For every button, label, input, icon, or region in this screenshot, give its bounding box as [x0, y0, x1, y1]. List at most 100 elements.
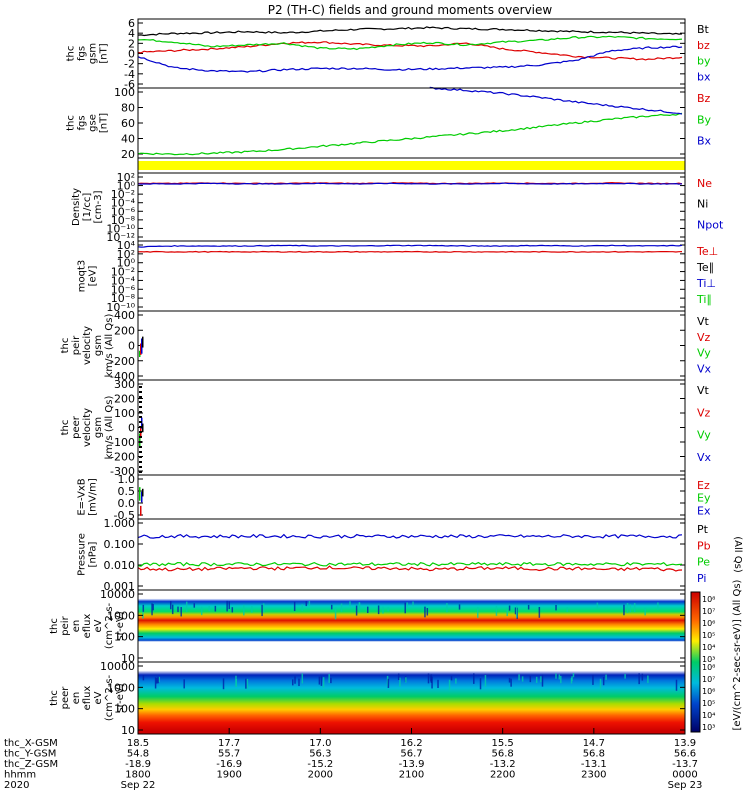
footer-value: 2300 — [581, 770, 606, 781]
y-axis-label: fgs — [77, 46, 88, 61]
legend-item: Vx — [697, 362, 712, 375]
footer-value: 14.7 — [583, 738, 605, 749]
panel-9: 10000 1000 100 10 thc peir en eflux eV (cm^2-s-sr… — [49, 588, 686, 665]
y-tick-label: 10⁻¹⁰ — [106, 301, 135, 314]
y-tick-label: 0.0 — [118, 497, 136, 510]
velocity-mark — [139, 411, 142, 413]
footer-value: -13.9 — [399, 759, 425, 770]
y-axis-label: [mV/m] — [88, 478, 99, 516]
panel-frame — [137, 87, 686, 159]
spectrogram-texture — [262, 603, 265, 613]
y-tick-label: 0.001 — [104, 580, 136, 593]
footer-value: 16.2 — [400, 738, 422, 749]
y-tick-label: 200 — [114, 393, 135, 406]
spectrogram-texture — [142, 607, 144, 619]
y-tick-label: 10⁻⁴ — [111, 197, 136, 210]
spectrogram-texture — [235, 679, 237, 687]
y-tick-label: 10² — [117, 171, 135, 184]
spectrogram-texture — [506, 607, 508, 617]
spectrogram-texture — [330, 677, 332, 684]
footer-row-label: hhmm — [4, 770, 36, 781]
spectrogram-texture — [647, 675, 649, 684]
spectrogram-texture — [214, 605, 217, 612]
velocity-mark — [139, 471, 142, 473]
y-axis-label: E=-VxB — [77, 478, 88, 515]
spectrogram-texture — [560, 675, 562, 684]
footer-row-label: thc_X-GSM — [4, 738, 58, 749]
spectrogram-texture — [298, 678, 300, 687]
y-tick-label: -100 — [110, 436, 135, 449]
spectrogram-texture — [387, 606, 389, 612]
series-bz — [137, 41, 683, 61]
velocity-mark — [139, 466, 142, 468]
series-Pb — [137, 565, 683, 572]
spectrogram-texture — [515, 605, 518, 618]
colorbar-tick: 10⁸ — [702, 663, 715, 672]
footer-row-label: thc_Z-GSM — [4, 759, 58, 770]
y-axis-label: eV — [93, 619, 104, 632]
velocity-mark — [139, 436, 142, 438]
spectrogram — [138, 662, 685, 734]
legend-item: Ti∥ — [696, 293, 712, 306]
spectrogram-texture — [602, 676, 605, 686]
spectrogram-texture — [349, 601, 351, 607]
velocity-mark — [139, 396, 142, 398]
y-axis-label: [1/cc] — [82, 193, 93, 222]
spectrogram-texture — [301, 673, 304, 684]
spectrogram-texture — [599, 678, 602, 689]
footer-value: -13.2 — [490, 759, 516, 770]
footer-value: 15.5 — [492, 738, 514, 749]
spectrogram-texture — [328, 674, 330, 683]
spectrogram-texture — [183, 679, 185, 689]
y-axis-label: eflux — [82, 614, 93, 639]
legend-extra: (All Qs) — [732, 536, 743, 573]
spectrogram-texture — [245, 678, 247, 689]
colorbar-scale — [690, 591, 701, 733]
legend-item: Ex — [697, 504, 711, 517]
panel-frame — [137, 310, 686, 381]
velocity-mark — [140, 505, 142, 516]
spectrogram-texture — [292, 679, 294, 686]
y-tick-label: 10² — [117, 248, 135, 261]
y-tick-label: 20 — [121, 148, 135, 161]
spectrogram-texture — [427, 673, 430, 684]
spectrogram-texture — [358, 602, 361, 612]
y-axis-label: Pressure — [77, 533, 88, 576]
y-tick-label: 0 — [128, 48, 135, 61]
spectrogram-texture — [424, 606, 426, 618]
spectrogram-texture — [605, 674, 607, 680]
legend-item: Te⊥ — [696, 245, 718, 258]
y-axis-label: sr-eV) — [115, 611, 126, 640]
footer-value: -13.1 — [581, 759, 607, 770]
y-tick-label: 2 — [128, 37, 135, 50]
spectrogram-texture — [366, 606, 369, 614]
footer-value: 17.7 — [218, 738, 240, 749]
panel-frame — [137, 518, 686, 591]
legend-item: Ti⊥ — [696, 277, 716, 290]
spectrogram-texture — [412, 601, 414, 607]
spectrogram-texture — [638, 673, 640, 685]
y-axis-label: eV — [93, 691, 104, 704]
velocity-mark — [139, 416, 142, 418]
spectrogram-texture — [437, 679, 439, 688]
footer-value: 55.7 — [218, 749, 240, 760]
spectrogram-texture — [629, 604, 632, 613]
legend-item: Vz — [697, 331, 711, 344]
colorbar-tick: 10⁵ — [702, 631, 715, 640]
y-tick-label: 10⁻⁶ — [111, 283, 136, 296]
y-tick-label: 80 — [121, 102, 135, 115]
footer-value: 1900 — [216, 770, 241, 781]
y-axis-label: thc — [60, 420, 71, 436]
spectrogram-texture — [200, 606, 203, 616]
velocity-mark — [139, 446, 142, 448]
colorbar-tick: 10⁴ — [702, 643, 715, 652]
plot-title: P2 (TH-C) fields and ground moments over… — [268, 3, 553, 17]
y-axis-label: (cm^2-s- — [104, 602, 115, 649]
colorbar-tick: 10⁷ — [702, 675, 715, 684]
legend-item: Vt — [697, 315, 710, 328]
legend-item: Vy — [697, 429, 711, 442]
spectrogram-texture — [142, 604, 145, 612]
